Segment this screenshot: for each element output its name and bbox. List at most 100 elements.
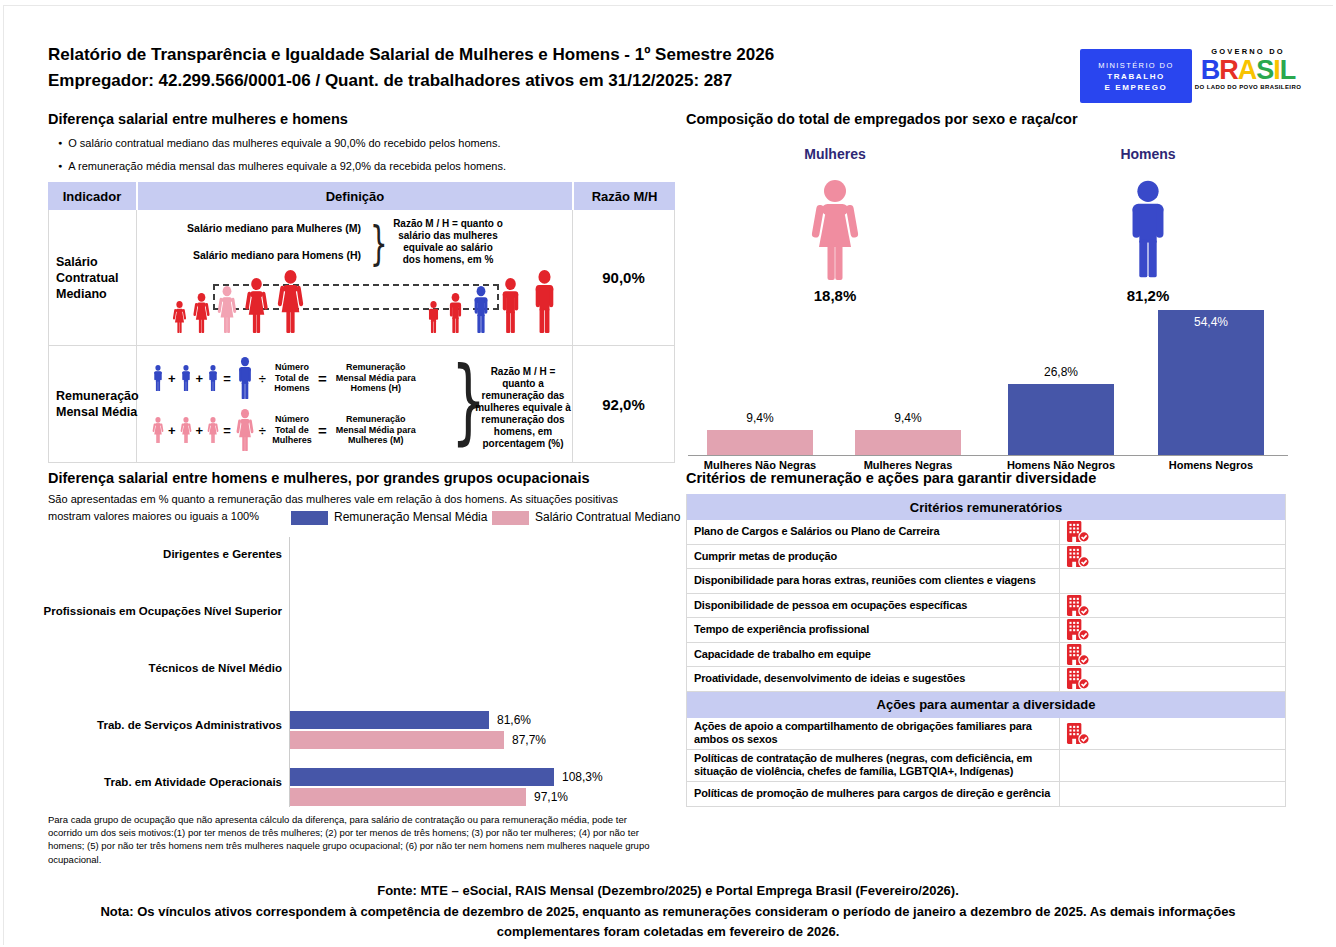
salary-gap-title: Diferença salarial entre mulheres e home… bbox=[48, 111, 348, 127]
man-icon bbox=[151, 365, 165, 391]
composition-bar-4 bbox=[1158, 310, 1264, 455]
occ-category-label: Dirigentes e Gerentes bbox=[10, 548, 282, 560]
criteria-row-label: Disponibilidade para horas extras, reuni… bbox=[687, 569, 1059, 593]
row2-definition: ++= ÷ Número Total de Homens = Remuneraç… bbox=[137, 346, 573, 462]
occ-category-label: Profissionais em Ocupações Nível Superio… bbox=[10, 605, 282, 617]
row1-label-women: Salário mediano para Mulheres (M) bbox=[177, 222, 361, 234]
man-icon bbox=[528, 270, 561, 333]
criteria-row-label: Disponibilidade de pessoa em ocupações e… bbox=[687, 594, 1059, 618]
criteria-row-status bbox=[1059, 750, 1285, 781]
composition-bar-1 bbox=[707, 430, 813, 455]
row1-indicator: Salário Contratual Mediano bbox=[49, 210, 137, 345]
building-check-icon bbox=[1065, 594, 1091, 617]
building-check-icon bbox=[1065, 545, 1091, 568]
gov-logo-brasil-wordmark: BRASIL bbox=[1200, 56, 1296, 84]
women-formula-row: ++= ÷ Número Total de Mulheres = Remuner… bbox=[151, 408, 422, 452]
ministry-logo-line2: TRABALHO bbox=[1107, 72, 1165, 81]
col-razao: Razão M/H bbox=[574, 182, 675, 210]
report-title-line2: Empregador: 42.299.566/0001-06 / Quant. … bbox=[48, 68, 774, 94]
composition-category-label: Homens Negros bbox=[1136, 459, 1286, 471]
building-check-icon bbox=[1065, 520, 1091, 543]
criteria-row-label: Ações de apoio a compartilhamento de obr… bbox=[687, 718, 1059, 749]
men-formula-row: ++= ÷ Número Total de Homens = Remuneraç… bbox=[151, 356, 422, 400]
woman-icon bbox=[171, 301, 188, 333]
woman-icon bbox=[179, 417, 193, 443]
table-row-remuneracao-media: Remuneração Mensal Média ++= ÷ Número To… bbox=[48, 346, 675, 463]
composition-bar-value: 9,4% bbox=[707, 411, 813, 425]
gov-brasil-logo: GOVERNO DO BRASIL DO LADO DO POVO BRASIL… bbox=[1200, 47, 1296, 90]
man-icon bbox=[425, 301, 442, 333]
occ-axis-line bbox=[289, 537, 290, 807]
women-pictogram-row bbox=[171, 270, 307, 333]
criteria-title: Critérios de remuneração e ações para ga… bbox=[686, 470, 1096, 486]
row1-brace: } bbox=[370, 216, 388, 270]
woman-icon bbox=[242, 278, 271, 333]
occupational-title: Diferença salarial entre homens e mulher… bbox=[48, 470, 590, 486]
composition-bar-2 bbox=[855, 430, 961, 455]
criteria-row-label: Tempo de experiência profissional bbox=[687, 618, 1059, 642]
criteria-row-label: Plano de Cargos e Salários ou Plano de C… bbox=[687, 520, 1059, 544]
occ-bar-value: 87,7% bbox=[512, 733, 546, 747]
man-icon bbox=[496, 278, 525, 333]
woman-icon bbox=[206, 417, 220, 443]
page-frame-left bbox=[3, 5, 4, 945]
ministry-logo-line3: E EMPREGO bbox=[1105, 83, 1168, 92]
building-check-icon bbox=[1065, 618, 1091, 641]
criteria-row-status bbox=[1059, 782, 1285, 807]
occ-bar-value: 81,6% bbox=[497, 713, 531, 727]
men-group-label: Homens bbox=[1078, 146, 1218, 162]
occ-bar-value: 108,3% bbox=[562, 770, 603, 784]
row1-definition: Salário mediano para Mulheres (M) Salári… bbox=[137, 210, 573, 345]
criteria-row-label: Capacidade de trabalho em equipe bbox=[687, 643, 1059, 667]
occ-bar bbox=[290, 711, 489, 729]
woman-icon bbox=[151, 417, 165, 443]
criteria-row-status bbox=[1059, 667, 1285, 691]
criteria-table: Critérios remuneratóriosPlano de Cargos … bbox=[686, 494, 1286, 807]
page-frame-top bbox=[3, 5, 1333, 6]
criteria-row-status bbox=[1059, 520, 1285, 544]
criteria-row: Políticas de promoção de mulheres para c… bbox=[687, 782, 1285, 807]
row1-note: Razão M / H = quanto o salário das mulhe… bbox=[393, 218, 503, 266]
men-sum-pictograms: ++= bbox=[151, 357, 256, 399]
col-indicador: Indicador bbox=[48, 182, 136, 210]
composition-bar-value: 9,4% bbox=[855, 411, 961, 425]
criteria-row-status bbox=[1059, 643, 1285, 667]
table-row-salario-mediano: Salário Contratual Mediano Salário media… bbox=[48, 210, 675, 346]
criteria-row-label: Proatividade, desenvolvimento de ideias … bbox=[687, 667, 1059, 691]
row2-note: Razão M / H = quanto a remuneração das m… bbox=[475, 366, 571, 450]
building-check-icon bbox=[1065, 722, 1091, 745]
composition-bar-value: 26,8% bbox=[1008, 365, 1114, 379]
criteria-row: Plano de Cargos e Salários ou Plano de C… bbox=[687, 520, 1285, 545]
women-result-label: Remuneração Mensal Média para Mulheres (… bbox=[330, 414, 422, 446]
criteria-row: Disponibilidade de pessoa em ocupações e… bbox=[687, 594, 1285, 619]
man-icon bbox=[179, 365, 193, 391]
report-title-line1: Relatório de Transparência e Igualdade S… bbox=[48, 42, 774, 68]
criteria-row-status bbox=[1059, 594, 1285, 618]
occupational-subtitle: São apresentadas em % quanto a remuneraç… bbox=[48, 491, 638, 524]
gov-logo-bottom-text: DO LADO DO POVO BRASILEIRO bbox=[1193, 84, 1303, 90]
criteria-row: Cumprir metas de produção bbox=[687, 545, 1285, 570]
criteria-row: Proatividade, desenvolvimento de ideias … bbox=[687, 667, 1285, 692]
women-divisor-label: Número Total de Mulheres bbox=[269, 414, 315, 446]
men-result-label: Remuneração Mensal Média para Homens (H) bbox=[330, 362, 422, 394]
criteria-row: Disponibilidade para horas extras, reuni… bbox=[687, 569, 1285, 594]
row1-ratio-value: 90,0% bbox=[573, 210, 674, 345]
definition-table-header: Indicador Definição Razão M/H bbox=[48, 182, 675, 210]
criteria-row: Políticas de contratação de mulheres (ne… bbox=[687, 750, 1285, 782]
criteria-row-status bbox=[1059, 545, 1285, 569]
footer-nota: Nota: Os vínculos ativos correspondem à … bbox=[78, 902, 1258, 943]
report-page: Relatório de Transparência e Igualdade S… bbox=[0, 0, 1336, 947]
occ-category-label: Trab. de Serviços Administrativos bbox=[10, 719, 282, 731]
footer-fonte: Fonte: MTE – eSocial, RAIS Mensal (Dezem… bbox=[78, 881, 1258, 902]
criteria-row-status bbox=[1059, 718, 1285, 749]
building-check-icon bbox=[1065, 667, 1091, 690]
salary-gap-bullet-2: A remuneração média mensal das mulheres … bbox=[58, 155, 506, 177]
salary-gap-bullet-1: O salário contratual mediano das mulhere… bbox=[58, 132, 501, 154]
man-icon bbox=[234, 357, 256, 399]
criteria-row: Tempo de experiência profissional bbox=[687, 618, 1285, 643]
definition-table: Indicador Definição Razão M/H Salário Co… bbox=[48, 182, 675, 463]
man-icon bbox=[445, 293, 466, 333]
woman-icon bbox=[234, 409, 256, 451]
criteria-row-label: Políticas de promoção de mulheres para c… bbox=[687, 782, 1059, 807]
woman-icon bbox=[191, 293, 212, 333]
